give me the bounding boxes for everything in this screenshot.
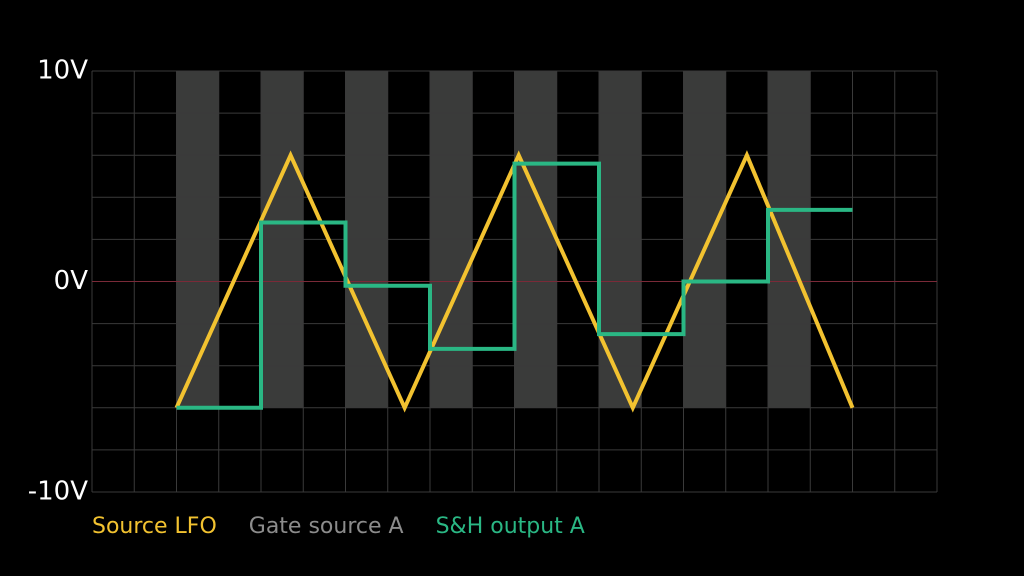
legend-entry: Gate source A: [249, 514, 404, 539]
series-line: [174, 150, 855, 413]
y-tick-label: 0V: [54, 266, 89, 296]
y-tick-label: -10V: [28, 477, 88, 507]
series-line: [176, 161, 853, 410]
legend-entry: Source LFO: [92, 514, 217, 539]
legend-entry: S&H output A: [436, 514, 585, 539]
y-tick-label: 10V: [37, 56, 88, 86]
